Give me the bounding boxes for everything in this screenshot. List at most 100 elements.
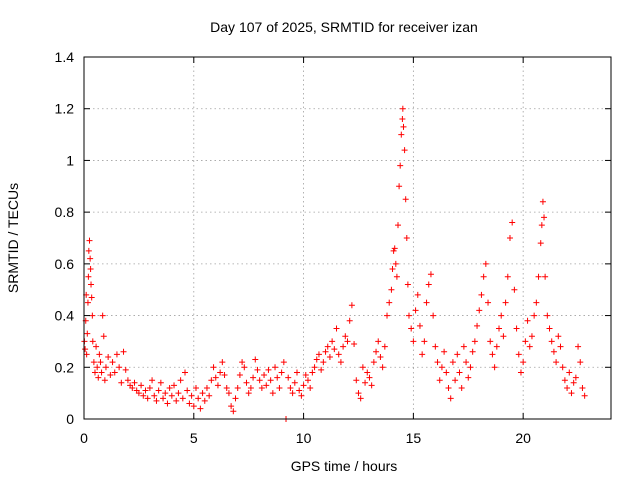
data-point [357, 395, 364, 402]
data-point [351, 341, 358, 348]
data-point [544, 312, 551, 319]
data-point [441, 348, 448, 355]
data-point [391, 245, 398, 252]
data-point [120, 348, 127, 355]
y-tick-label: 1.2 [55, 101, 75, 117]
data-point [373, 348, 380, 355]
data-point [116, 364, 123, 371]
data-point [397, 162, 404, 169]
data-point [122, 366, 129, 373]
data-point [146, 384, 153, 391]
y-tick-label: 0.4 [55, 308, 75, 324]
data-point [263, 382, 270, 389]
data-point [138, 382, 145, 389]
data-point [173, 397, 180, 404]
data-point [542, 273, 549, 280]
data-point [245, 390, 252, 397]
data-point [221, 372, 228, 379]
x-tick-label: 15 [406, 430, 422, 446]
data-point [485, 299, 492, 306]
data-point [577, 359, 584, 366]
data-point [504, 273, 511, 280]
data-point [550, 348, 557, 355]
data-point [478, 291, 485, 298]
y-tick-label: 0.6 [55, 256, 75, 272]
data-point [388, 286, 395, 293]
data-point [129, 384, 136, 391]
data-point [87, 255, 94, 262]
data-point [474, 322, 481, 329]
data-point [335, 351, 342, 358]
data-point [445, 384, 452, 391]
data-point [102, 364, 109, 371]
data-point [140, 392, 147, 399]
data-point [386, 299, 393, 306]
data-point [546, 325, 553, 332]
data-point [402, 196, 409, 203]
data-point [487, 338, 494, 345]
data-point [195, 395, 202, 402]
chart-title: Day 107 of 2025, SRMTID for receiver iza… [210, 19, 478, 35]
data-point [135, 390, 142, 397]
data-point [449, 359, 456, 366]
x-tick-label: 0 [80, 430, 88, 446]
data-point [289, 390, 296, 397]
data-point [506, 235, 513, 241]
data-point [214, 382, 221, 389]
data-points [81, 105, 588, 422]
data-point [151, 392, 158, 399]
data-point [199, 390, 206, 397]
data-point [124, 377, 131, 384]
data-point [298, 392, 305, 399]
data-point [256, 377, 263, 384]
data-point [454, 351, 461, 358]
data-point [410, 338, 417, 345]
data-point [489, 351, 496, 358]
data-point [212, 374, 219, 381]
data-point [85, 247, 92, 254]
data-point [177, 377, 184, 384]
data-point [496, 325, 503, 332]
data-point [541, 214, 548, 221]
data-point [274, 374, 281, 381]
data-point [153, 397, 160, 404]
data-point [399, 105, 406, 112]
data-point [89, 338, 96, 345]
data-point [405, 312, 412, 319]
y-tick-label: 1.4 [55, 49, 75, 65]
data-point [105, 353, 112, 360]
data-point [471, 338, 478, 345]
data-point [566, 369, 573, 376]
data-point [269, 390, 276, 397]
data-point [208, 377, 215, 384]
data-point [142, 387, 149, 394]
data-point [447, 395, 454, 402]
data-point [515, 351, 522, 358]
data-point [511, 286, 518, 293]
data-point [261, 372, 268, 379]
data-point [517, 369, 524, 376]
data-point [278, 369, 285, 376]
data-point [533, 299, 540, 306]
data-point [564, 384, 571, 391]
data-point [217, 369, 224, 376]
data-point [206, 392, 213, 399]
data-point [500, 333, 507, 340]
data-point [498, 312, 505, 319]
data-point [427, 271, 434, 278]
data-point [302, 372, 309, 379]
data-point [95, 374, 102, 381]
data-point [535, 273, 542, 280]
data-point [430, 312, 437, 319]
data-point [557, 343, 564, 350]
data-point [225, 390, 232, 397]
data-point [370, 359, 377, 366]
data-point [456, 369, 463, 376]
data-point [265, 366, 272, 373]
data-point [118, 379, 125, 386]
data-point [460, 343, 467, 350]
data-point [392, 260, 399, 267]
data-point [109, 359, 116, 366]
data-point [364, 369, 371, 376]
data-point [381, 343, 388, 350]
